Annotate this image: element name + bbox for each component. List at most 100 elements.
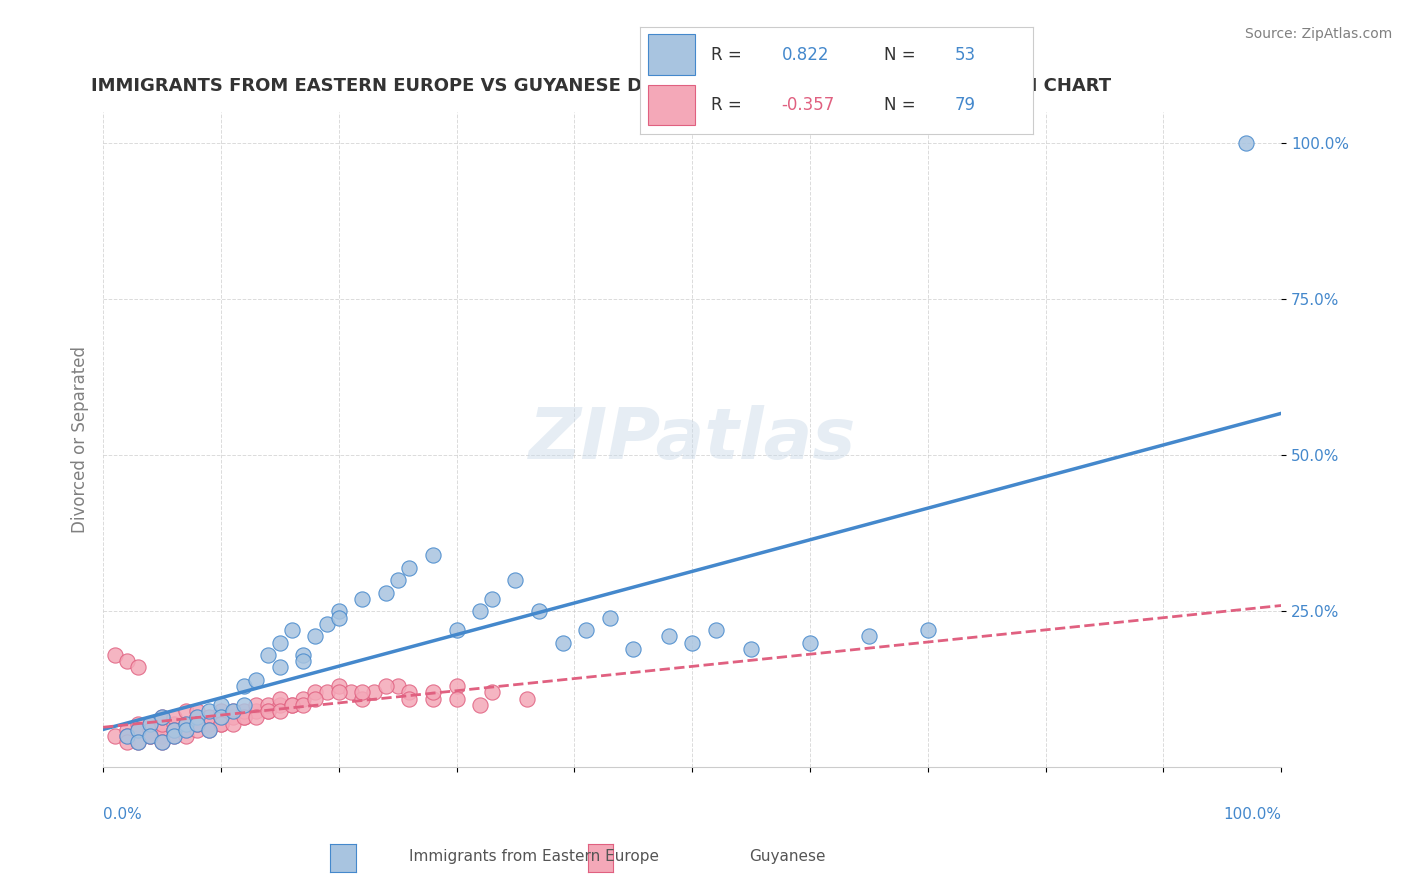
Text: R =: R = (710, 96, 747, 114)
Point (104, 729, 127, 743)
FancyBboxPatch shape (648, 85, 695, 125)
Point (446, 679, 468, 693)
Point (245, 698, 267, 712)
Point (398, 685, 420, 699)
Point (527, 604, 550, 618)
Point (398, 560, 420, 574)
Point (174, 716, 197, 731)
Point (398, 691, 420, 706)
Point (222, 704, 245, 718)
Point (292, 691, 315, 706)
Point (186, 710, 208, 724)
Point (139, 729, 162, 743)
Point (352, 691, 374, 706)
Point (269, 635, 291, 649)
Point (186, 704, 208, 718)
Point (257, 704, 280, 718)
Text: R =: R = (710, 45, 747, 63)
Text: 0.822: 0.822 (782, 45, 830, 63)
Point (222, 716, 245, 731)
Point (186, 710, 208, 724)
Point (163, 716, 186, 731)
Point (316, 685, 339, 699)
Point (233, 704, 256, 718)
Point (222, 704, 245, 718)
Point (174, 729, 197, 743)
Point (328, 679, 350, 693)
Point (209, 710, 232, 724)
Point (704, 623, 727, 637)
Point (374, 585, 396, 599)
Point (198, 710, 221, 724)
Point (257, 704, 280, 718)
Point (139, 716, 162, 731)
Point (257, 648, 280, 662)
Point (304, 629, 326, 643)
Point (446, 691, 468, 706)
Point (139, 723, 162, 737)
Point (174, 704, 197, 718)
Point (269, 704, 291, 718)
Point (150, 735, 173, 749)
Point (209, 704, 232, 718)
Point (174, 716, 197, 731)
Text: ZIPatlas: ZIPatlas (529, 405, 856, 475)
Point (174, 723, 197, 737)
Point (446, 623, 468, 637)
Point (233, 710, 256, 724)
Text: N =: N = (884, 96, 921, 114)
Point (104, 648, 127, 662)
Point (599, 610, 621, 624)
Point (352, 685, 374, 699)
Point (209, 710, 232, 724)
Point (150, 723, 173, 737)
Point (516, 691, 538, 706)
Point (257, 698, 280, 712)
Point (422, 548, 444, 562)
Point (387, 573, 409, 587)
Point (858, 629, 880, 643)
Point (174, 723, 197, 737)
Point (363, 685, 385, 699)
FancyBboxPatch shape (648, 34, 695, 75)
Point (280, 698, 302, 712)
Point (658, 629, 681, 643)
Point (233, 710, 256, 724)
Point (422, 691, 444, 706)
Point (917, 623, 939, 637)
Text: 100.0%: 100.0% (1223, 806, 1281, 822)
Point (575, 623, 598, 637)
Point (328, 685, 350, 699)
Point (186, 723, 208, 737)
Point (269, 691, 291, 706)
Point (1234, 136, 1257, 151)
Point (621, 641, 644, 656)
Text: 0.0%: 0.0% (103, 806, 142, 822)
Point (245, 673, 267, 687)
Point (328, 610, 350, 624)
Point (127, 735, 149, 749)
Point (269, 698, 291, 712)
Point (233, 679, 256, 693)
Point (127, 723, 149, 737)
Point (163, 710, 186, 724)
Text: Source: ZipAtlas.com: Source: ZipAtlas.com (1244, 27, 1392, 41)
Point (186, 716, 208, 731)
Point (422, 685, 444, 699)
Point (163, 723, 186, 737)
Point (328, 604, 350, 618)
Point (209, 698, 232, 712)
Point (115, 729, 138, 743)
Text: -0.357: -0.357 (782, 96, 835, 114)
Point (127, 716, 149, 731)
Point (139, 729, 162, 743)
Point (127, 735, 149, 749)
Point (245, 710, 267, 724)
Point (280, 698, 302, 712)
Point (468, 698, 491, 712)
Point (139, 729, 162, 743)
Point (374, 679, 396, 693)
Point (304, 691, 326, 706)
Point (233, 698, 256, 712)
Point (163, 723, 186, 737)
